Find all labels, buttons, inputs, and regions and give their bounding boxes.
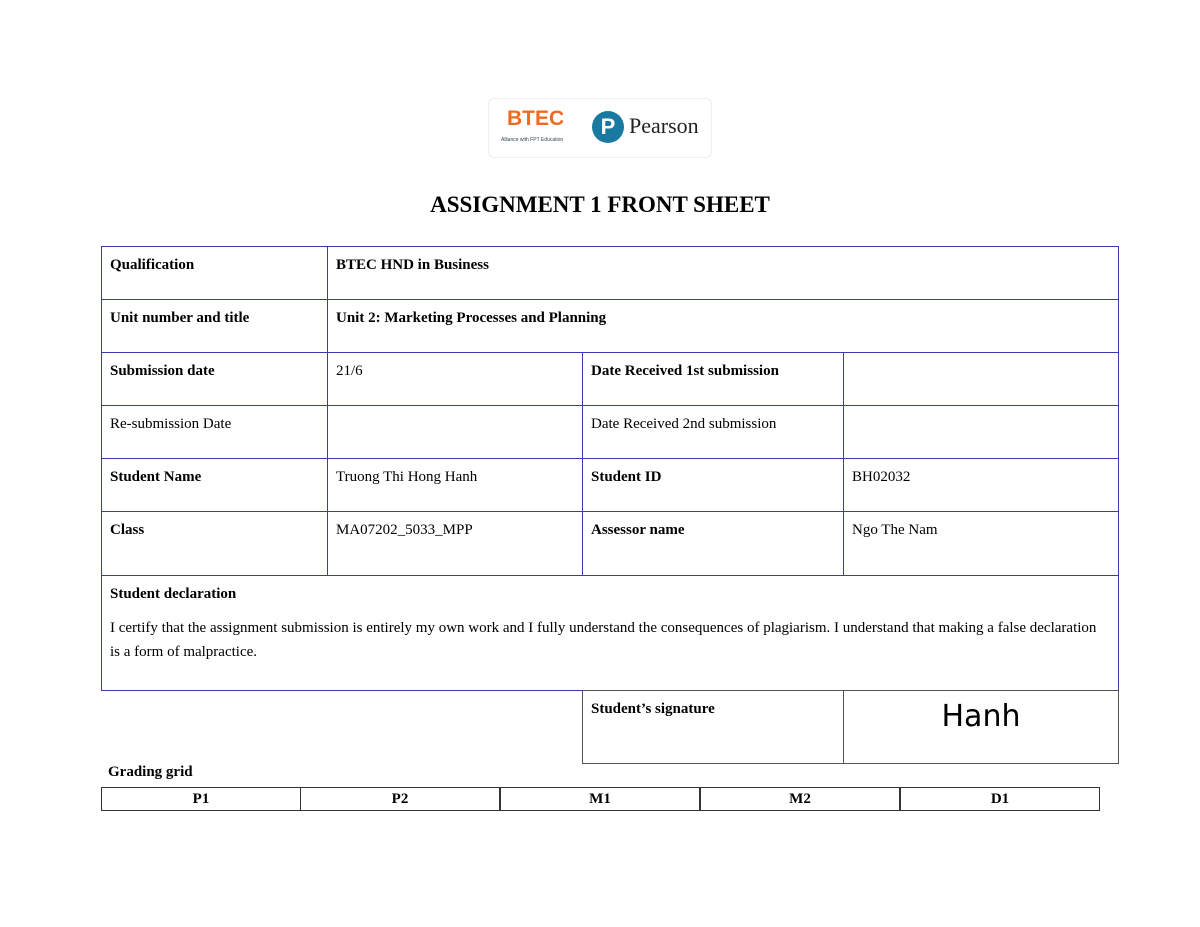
unit-value: Unit 2: Marketing Processes and Planning xyxy=(327,299,1119,353)
declaration-text: I certify that the assignment submission… xyxy=(110,620,1097,660)
btec-pearson-logo: BTEC Alliance with FPT Education P Pears… xyxy=(488,98,712,158)
fpt-logo: Alliance with FPT Education xyxy=(501,137,564,143)
grading-cell-m2: M2 xyxy=(700,787,900,811)
btec-logo: BTEC xyxy=(507,107,565,130)
date-received-2-label: Date Received 2nd submission xyxy=(582,405,844,459)
submission-date-value: 21/6 xyxy=(327,352,583,406)
student-declaration: Student declaration I certify that the a… xyxy=(101,575,1119,691)
assessor-name-label: Assessor name xyxy=(582,511,844,576)
submission-date-label: Submission date xyxy=(101,352,328,406)
class-label: Class xyxy=(101,511,328,576)
page-title: ASSIGNMENT 1 FRONT SHEET xyxy=(430,192,770,217)
assessor-name-value: Ngo The Nam xyxy=(843,511,1119,576)
pearson-logo: Pearson xyxy=(629,113,699,138)
qualification-label: Qualification xyxy=(101,246,328,300)
resubmission-date-value xyxy=(327,405,583,459)
student-id-label: Student ID xyxy=(582,458,844,512)
unit-label: Unit number and title xyxy=(101,299,328,353)
date-received-2-value xyxy=(843,405,1119,459)
grading-grid-label: Grading grid xyxy=(108,764,193,780)
student-name-label: Student Name xyxy=(101,458,328,512)
qualification-value: BTEC HND in Business xyxy=(327,246,1119,300)
grading-cell-p1: P1 xyxy=(101,787,301,811)
grading-cell-m1: M1 xyxy=(500,787,700,811)
date-received-1-value xyxy=(843,352,1119,406)
date-received-1-label: Date Received 1st submission xyxy=(582,352,844,406)
signature-label: Student’s signature xyxy=(582,690,844,764)
student-name-value: Truong Thi Hong Hanh xyxy=(327,458,583,512)
grading-cell-d1: D1 xyxy=(900,787,1100,811)
signature-value: Hanh xyxy=(843,690,1119,764)
resubmission-date-label: Re-submission Date xyxy=(101,405,328,459)
grading-cell-p2: P2 xyxy=(300,787,500,811)
student-id-value: BH02032 xyxy=(843,458,1119,512)
class-value: MA07202_5033_MPP xyxy=(327,511,583,576)
pearson-logo-icon: P xyxy=(592,111,624,143)
declaration-heading: Student declaration xyxy=(110,586,237,602)
